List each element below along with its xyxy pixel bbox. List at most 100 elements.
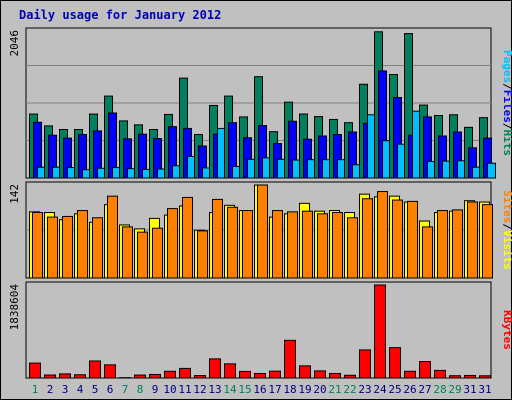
series-legend-middle: Sites/Visits bbox=[501, 190, 512, 270]
bar-kbytes-undefined bbox=[300, 366, 311, 378]
x-tick-label-12: 12 bbox=[193, 383, 206, 396]
bar-kbytes-undefined bbox=[405, 371, 416, 378]
x-tick-label-21: 21 bbox=[328, 383, 341, 396]
bar-sites-undefined bbox=[78, 211, 88, 278]
y-axis-max-label: 1838604 bbox=[8, 284, 21, 331]
bar-sites-undefined bbox=[33, 213, 43, 278]
bar-kbytes-undefined bbox=[435, 370, 446, 378]
legend-kbytes: KBytes bbox=[501, 310, 512, 350]
bar-kbytes-undefined bbox=[225, 364, 236, 378]
bar-kbytes-undefined bbox=[270, 371, 281, 378]
bar-kbytes-undefined bbox=[255, 373, 266, 378]
x-tick-label-31: 31 bbox=[478, 383, 491, 396]
bar-sites-undefined bbox=[198, 231, 208, 278]
bar-sites-undefined bbox=[468, 202, 478, 278]
bar-sites-undefined bbox=[213, 199, 223, 278]
x-tick-label-13: 13 bbox=[208, 383, 221, 396]
x-tick-label-22: 22 bbox=[343, 383, 356, 396]
bar-kbytes-undefined bbox=[45, 375, 56, 378]
bar-sites-undefined bbox=[288, 212, 298, 278]
x-tick-label-15: 15 bbox=[238, 383, 251, 396]
legend-files: Files bbox=[501, 90, 512, 123]
bar-pages-31 bbox=[488, 163, 496, 178]
bar-sites-undefined bbox=[138, 232, 148, 278]
bar-sites-undefined bbox=[393, 200, 403, 278]
bar-sites-undefined bbox=[228, 207, 238, 278]
x-tick-label-16: 16 bbox=[253, 383, 266, 396]
x-tick-label-27: 27 bbox=[418, 383, 431, 396]
bar-sites-undefined bbox=[318, 214, 328, 278]
bar-kbytes-undefined bbox=[330, 373, 341, 378]
bar-kbytes-undefined bbox=[180, 368, 191, 378]
x-tick-label-2: 2 bbox=[47, 383, 54, 396]
bar-kbytes-undefined bbox=[135, 375, 146, 378]
bar-sites-undefined bbox=[273, 211, 283, 278]
bar-kbytes-undefined bbox=[240, 371, 251, 378]
x-tick-label-10: 10 bbox=[163, 383, 176, 396]
x-tick-label-17: 17 bbox=[268, 383, 281, 396]
bar-sites-undefined bbox=[438, 211, 448, 278]
bar-sites-undefined bbox=[363, 199, 373, 278]
legend-sites: Sites bbox=[501, 190, 512, 223]
bar-sites-undefined bbox=[483, 205, 493, 278]
bar-kbytes-undefined bbox=[30, 363, 41, 378]
bar-kbytes-undefined bbox=[165, 371, 176, 378]
bar-kbytes-undefined bbox=[195, 376, 206, 378]
x-tick-label-18: 18 bbox=[283, 383, 296, 396]
bar-kbytes-undefined bbox=[420, 362, 431, 378]
bar-sites-undefined bbox=[378, 192, 388, 278]
bar-kbytes-undefined bbox=[375, 285, 386, 378]
x-tick-label-23: 23 bbox=[358, 383, 371, 396]
bar-sites-undefined bbox=[108, 196, 118, 278]
bar-kbytes-undefined bbox=[90, 361, 101, 378]
bar-sites-undefined bbox=[423, 227, 433, 278]
x-tick-label-3: 3 bbox=[62, 383, 69, 396]
y-axis-max-label: 142 bbox=[8, 184, 21, 204]
x-tick-label-11: 11 bbox=[178, 383, 191, 396]
bar-kbytes-undefined bbox=[450, 376, 461, 378]
bar-sites-undefined bbox=[93, 218, 103, 278]
bar-kbytes-undefined bbox=[285, 340, 296, 378]
x-tick-label-7: 7 bbox=[122, 383, 129, 396]
x-tick-label-28: 28 bbox=[433, 383, 446, 396]
bar-kbytes-undefined bbox=[480, 376, 491, 378]
bar-kbytes-undefined bbox=[105, 365, 116, 378]
y-axis-max-label: 2046 bbox=[8, 30, 21, 57]
x-tick-label-14: 14 bbox=[223, 383, 237, 396]
series-legend-bottom: KBytes bbox=[501, 310, 512, 350]
legend-hits: Hits bbox=[501, 130, 512, 157]
legend-visits: Visits bbox=[501, 230, 512, 270]
x-tick-label-9: 9 bbox=[152, 383, 159, 396]
bar-kbytes-undefined bbox=[465, 375, 476, 378]
bar-kbytes-undefined bbox=[360, 350, 371, 378]
bar-sites-undefined bbox=[408, 201, 418, 278]
bar-sites-undefined bbox=[333, 213, 343, 278]
bar-sites-undefined bbox=[168, 209, 178, 278]
bar-kbytes-undefined bbox=[75, 375, 86, 378]
x-tick-label-29: 29 bbox=[448, 383, 461, 396]
bar-sites-undefined bbox=[348, 218, 358, 278]
bar-sites-undefined bbox=[258, 185, 268, 278]
bar-kbytes-undefined bbox=[60, 374, 71, 378]
bar-sites-undefined bbox=[243, 211, 253, 278]
bar-sites-undefined bbox=[63, 216, 73, 278]
x-tick-label-31: 31 bbox=[463, 383, 476, 396]
legend-pages: Pages bbox=[501, 50, 512, 83]
bar-sites-undefined bbox=[183, 197, 193, 278]
x-tick-label-26: 26 bbox=[403, 383, 416, 396]
x-tick-label-1: 1 bbox=[32, 383, 39, 396]
bar-sites-undefined bbox=[453, 210, 463, 278]
series-legend-top: Pages/Files/Hits bbox=[501, 50, 512, 156]
bar-kbytes-undefined bbox=[390, 348, 401, 378]
x-tick-label-8: 8 bbox=[137, 383, 144, 396]
x-tick-label-19: 19 bbox=[298, 383, 311, 396]
x-tick-label-25: 25 bbox=[388, 383, 401, 396]
bar-kbytes-undefined bbox=[345, 375, 356, 378]
bar-sites-undefined bbox=[303, 211, 313, 278]
x-tick-label-6: 6 bbox=[107, 383, 114, 396]
bar-sites-undefined bbox=[123, 227, 133, 278]
bar-sites-undefined bbox=[48, 217, 58, 278]
x-tick-label-4: 4 bbox=[77, 383, 84, 396]
